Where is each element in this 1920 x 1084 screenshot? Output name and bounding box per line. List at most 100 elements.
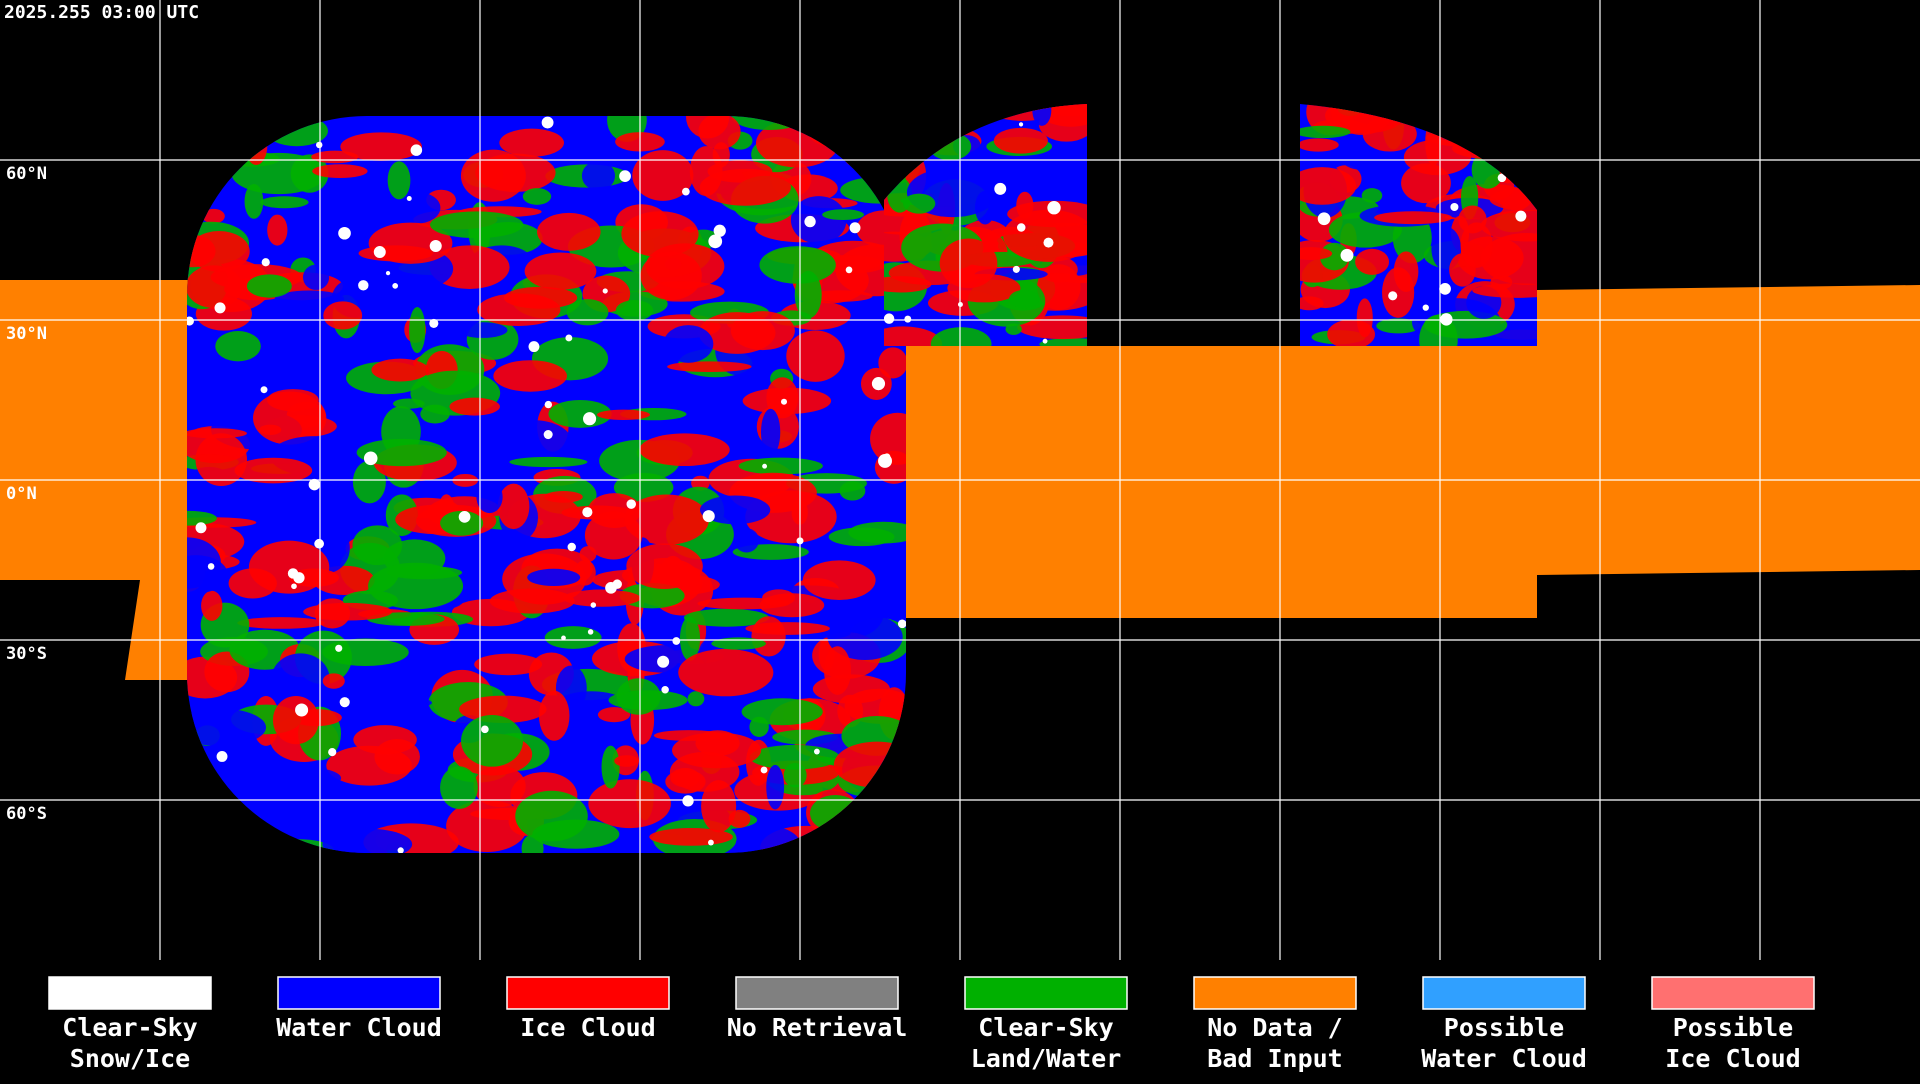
cloud-patch [429,245,510,289]
cloud-patch [601,745,620,789]
cloud-patch [271,653,330,705]
cloud-patch [1008,289,1040,309]
cloud-patch [735,826,801,853]
cloud-patch [356,438,447,467]
cloud-patch [260,196,309,209]
cloud-patch [930,327,992,346]
cloud-patch [711,637,766,650]
cloud-patch [457,322,508,338]
cloud-patch [1340,248,1354,262]
cloud-patch [259,766,342,790]
cloud-patch [701,780,737,833]
legend-label: Land/Water [971,1044,1122,1073]
cloud-patch [657,655,670,668]
legend-label: Possible [1673,1013,1793,1042]
cloud-patch [528,341,540,353]
cloud-patch [581,160,616,191]
cloud-patch [1480,209,1537,242]
cloud-patch [215,331,261,362]
cloud-patch [371,358,429,382]
cloud-patch [1017,223,1026,232]
legend-swatch [277,976,441,1010]
cloud-patch [1440,313,1453,326]
cloud-patch [499,128,564,157]
cloud-patch [760,766,768,774]
cloud-patch [374,738,420,775]
legend-label: Possible [1444,1013,1564,1042]
cloud-patch [267,214,288,246]
cloud-patch [386,565,463,580]
cloud-patch [293,572,305,584]
cloud-patch [672,637,681,645]
cloud-patch [619,170,631,182]
cloud-patch [474,653,543,676]
cloud-patch [759,246,836,284]
cloud-patch [828,527,895,547]
cloud-patch [1472,283,1537,298]
cloud-patch [605,582,617,594]
cloud-patch [827,614,903,661]
cloud-patch [582,507,593,518]
cloud-patch [308,478,321,491]
cloud-patch [207,563,215,570]
cloud-patch [804,215,816,228]
cloud-patch [449,397,500,416]
cloud-patch [698,116,741,150]
cloud-patch [667,361,752,373]
cloud-patch [274,290,345,308]
cloud-patch [244,183,264,219]
cloud-patch [548,399,612,428]
no-data-region [906,285,1920,618]
cloud-patch [340,695,432,711]
cloud-patch [878,347,906,379]
cloud-patch [429,318,439,328]
cloud-patch [195,522,207,534]
cloud-patch [884,326,943,346]
cloud-patch [560,759,587,781]
cloud-patch [477,293,561,327]
legend-swatch [964,976,1128,1010]
cloud-patch [683,608,769,627]
cloud-patch [678,648,774,697]
cloud-patch [708,234,723,249]
retrieval-swath [1300,104,1537,346]
cloud-patch [459,695,547,724]
cloud-patch [430,211,524,239]
cloud-patch [253,391,327,445]
cloud-patch [295,703,309,717]
cloud-patch [713,224,726,237]
cloud-patch [227,494,295,511]
cloud-patch [216,751,228,762]
cloud-patch [883,453,891,461]
cloud-patch [1003,209,1087,262]
cloud-patch [645,243,725,290]
cloud-patch [682,795,694,807]
cloud-patch [303,602,393,621]
cloud-patch [1043,237,1054,248]
cloud-patch [1047,201,1061,215]
cloud-patch [663,325,714,363]
cloud-patch [1356,298,1373,338]
cloud-patch [1042,338,1048,344]
cloud-patch [338,226,351,240]
cloud-patch [583,412,597,426]
cloud-patch [762,589,796,607]
cloud-patch [530,608,614,634]
cloud-patch [565,334,573,342]
legend-swatch [48,976,212,1010]
cloud-patch [1480,233,1537,285]
cloud-patch [639,433,730,467]
cloud-patch [237,617,325,629]
cloud-patch [410,144,423,156]
cloud-patch [1032,104,1052,126]
cloud-patch [314,538,324,549]
cloud-patch [541,116,554,129]
cloud-patch [624,494,710,545]
cloud-patch [358,280,369,291]
cloud-patch [1039,338,1087,346]
cloud-patch [632,150,694,201]
cloud-patch [786,330,845,382]
cloud-patch [681,187,690,196]
cloud-patch [494,420,572,464]
cloud-patch [780,398,788,405]
